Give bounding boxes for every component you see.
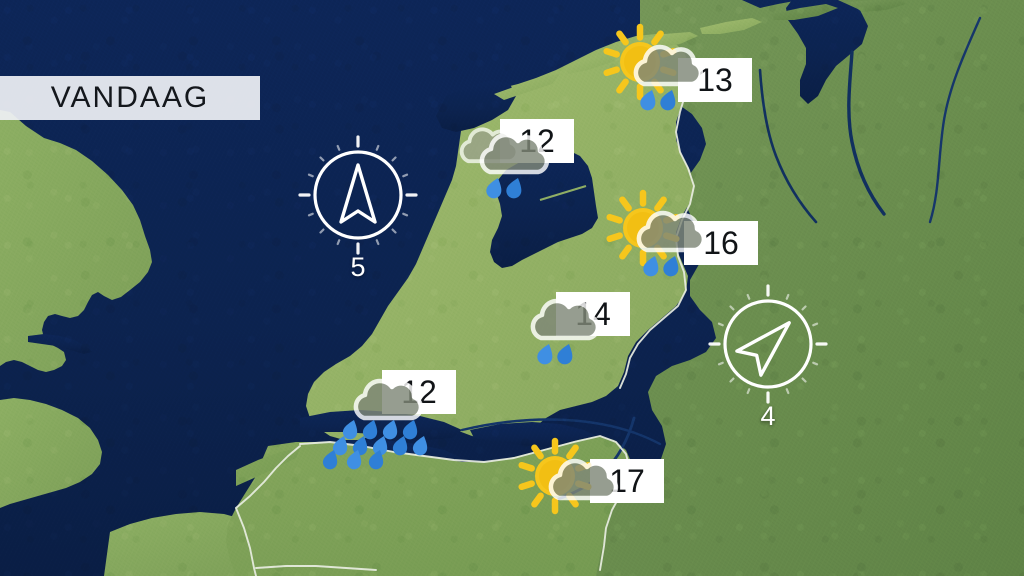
cloud-icon bbox=[633, 44, 704, 87]
compass-arrow-icon bbox=[339, 163, 377, 224]
sun-cloud-icon bbox=[515, 437, 665, 553]
sun-cloud-rain-icon bbox=[600, 23, 750, 139]
wind-noordzee[interactable]: 5 bbox=[298, 135, 418, 282]
wadden-islands-east bbox=[772, 0, 906, 20]
raindrops-icon bbox=[537, 344, 573, 365]
page-title: VANDAAG bbox=[50, 81, 210, 114]
river-rhine bbox=[928, 16, 982, 224]
wind-force-value: 5 bbox=[350, 252, 366, 282]
noordzee-inlet bbox=[436, 80, 516, 132]
cloud-icon bbox=[530, 298, 601, 341]
compass-dial bbox=[298, 135, 418, 255]
landmass-great-britain bbox=[0, 110, 152, 372]
landmass-germany bbox=[536, 0, 1024, 576]
cloud-rain-icon bbox=[497, 278, 647, 393]
cloud-icon bbox=[479, 132, 550, 175]
compass-dial bbox=[708, 284, 828, 404]
raindrops-icon bbox=[322, 420, 428, 470]
cloud-icon bbox=[548, 458, 619, 501]
temperature-value: 16 bbox=[703, 225, 739, 261]
houtribdijk bbox=[539, 184, 587, 202]
raindrops-icon bbox=[643, 256, 679, 277]
landmass-south-east-england bbox=[0, 398, 102, 508]
day-title-banner: VANDAAG bbox=[0, 76, 260, 120]
wind-duitsland[interactable]: 4 bbox=[708, 284, 828, 431]
cloud-heavy-rain-icon bbox=[320, 358, 470, 473]
german-bight bbox=[786, 0, 868, 104]
cloud-cloud-rain-icon bbox=[446, 112, 596, 227]
compass-arrow-icon bbox=[735, 321, 791, 377]
river-waal bbox=[460, 418, 662, 446]
river-elbe bbox=[847, 50, 886, 216]
wind-force-value: 4 bbox=[760, 401, 776, 431]
raindrops-icon bbox=[640, 90, 676, 111]
thames-estuary bbox=[28, 334, 92, 354]
cloud-icon bbox=[636, 210, 707, 253]
sun-cloud-rain-icon bbox=[603, 189, 753, 305]
river-weser bbox=[758, 68, 818, 224]
temperature-value: 13 bbox=[697, 62, 733, 98]
cloud-icon bbox=[353, 378, 424, 421]
raindrops-icon bbox=[486, 178, 522, 199]
belgian-coast bbox=[236, 448, 300, 486]
